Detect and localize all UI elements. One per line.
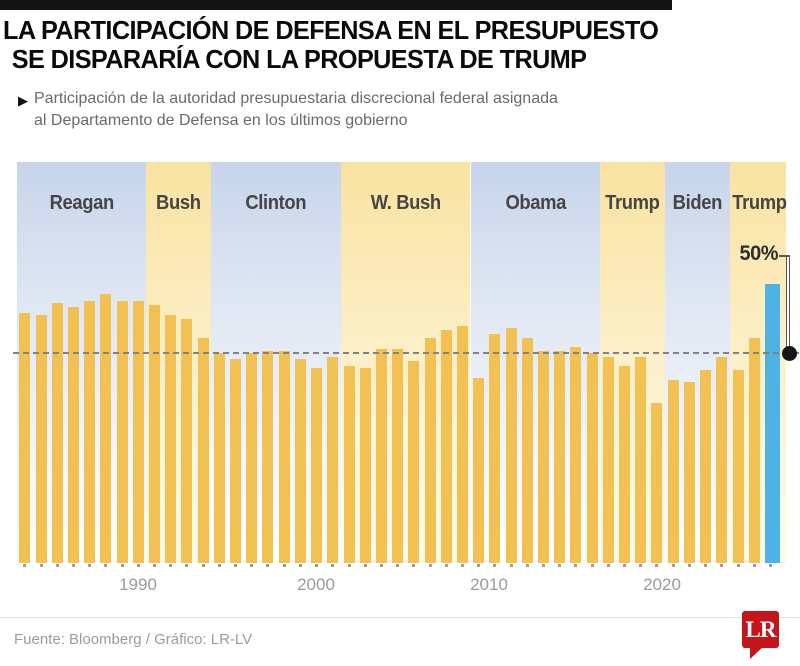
- reference-line-label: 50%: [739, 242, 778, 265]
- x-tick-label-2020: 2020: [643, 575, 681, 594]
- bar-1992: [197, 338, 209, 567]
- bar-2023: [700, 369, 712, 568]
- title-line-1: LA PARTICIPACIÓN DE DEFENSA EN EL PRESUP…: [3, 15, 659, 45]
- era-label: Trump: [732, 192, 787, 214]
- era-label: Biden: [672, 192, 723, 214]
- bar-2000: [327, 357, 339, 567]
- era-label: Bush: [156, 192, 202, 214]
- bar-2015: [570, 346, 582, 568]
- bar-2005: [408, 361, 420, 567]
- era-label: Clinton: [245, 192, 307, 214]
- subtitle-line-2: al Departamento de Defensa en los último…: [34, 112, 408, 129]
- bar-1991: [181, 319, 193, 567]
- bar-2002: [359, 367, 371, 568]
- bar-1996: [262, 350, 274, 568]
- era-label: Obama: [505, 192, 566, 214]
- bar-1984: [67, 306, 79, 568]
- bar-2020: [651, 403, 663, 567]
- x-tick-label-2000: 2000: [297, 575, 335, 594]
- bar-2009: [473, 378, 485, 567]
- bar-1989: [148, 304, 160, 568]
- bar-2019: [635, 357, 647, 567]
- bar-1988: [132, 300, 144, 567]
- bar-highlight-2026 (propuesta): [764, 283, 780, 568]
- callout-dot: [782, 345, 797, 361]
- bar-2003: [375, 348, 387, 568]
- x-tick-label-1990: 1990: [119, 575, 157, 594]
- bar-1982: [35, 315, 47, 567]
- x-tick-label-2010: 2010: [470, 575, 508, 594]
- era-label: W. Bush: [370, 192, 441, 214]
- lr-logo: LR: [742, 611, 779, 648]
- callout-connector-horizontal: [779, 255, 790, 257]
- bullet-arrow-icon: ▶: [18, 93, 28, 108]
- bar-2014: [554, 350, 566, 568]
- callout-connector-vertical: [786, 256, 790, 349]
- source-note: Fuente: Bloomberg / Gráfico: LR-LV: [14, 631, 253, 648]
- bar-1981: [19, 313, 31, 567]
- bar-2012: [521, 338, 533, 567]
- bar-2004: [392, 348, 404, 568]
- bar-2022: [683, 382, 695, 567]
- subtitle-line-1: Participación de la autoridad presupuest…: [34, 90, 558, 107]
- bar-1997: [278, 350, 290, 568]
- bar-2024: [716, 357, 728, 567]
- bar-1983: [51, 302, 63, 568]
- bar-2018: [619, 365, 631, 568]
- bar-1998: [294, 359, 306, 567]
- reference-line-50pct: [13, 352, 799, 354]
- bar-1993: [213, 353, 225, 567]
- bar-2010: [489, 334, 501, 567]
- bar-1985: [84, 300, 96, 567]
- footer-divider: [0, 617, 800, 618]
- bar-2013: [538, 350, 550, 568]
- bar-2006: [424, 338, 436, 567]
- bar-2007: [440, 329, 452, 568]
- page-title: LA PARTICIPACIÓN DE DEFENSA EN EL PRESUP…: [3, 16, 773, 74]
- bar-1995: [246, 353, 258, 567]
- bar-2017: [602, 357, 614, 567]
- bar-2016: [586, 353, 598, 567]
- bar-1994: [230, 359, 242, 567]
- chart-subtitle: ▶ Participación de la autoridad presupue…: [18, 88, 738, 132]
- lr-logo-tail: [750, 647, 763, 659]
- era-label: Reagan: [49, 192, 114, 214]
- bar-2026: [748, 338, 760, 567]
- bar-1987: [116, 300, 128, 567]
- bar-2008: [456, 325, 468, 568]
- bar-2021: [667, 380, 679, 567]
- bar-2001: [343, 365, 355, 568]
- title-line-2: SE DISPARARÍA CON LA PROPUESTA DE TRUMP: [11, 44, 587, 74]
- bar-2025: [732, 369, 744, 568]
- bar-2011: [505, 327, 517, 568]
- bar-1999: [311, 367, 323, 568]
- bar-1986: [100, 294, 112, 567]
- era-label: Trump: [605, 192, 660, 214]
- masthead-rule: [0, 0, 672, 10]
- bar-1990: [165, 315, 177, 567]
